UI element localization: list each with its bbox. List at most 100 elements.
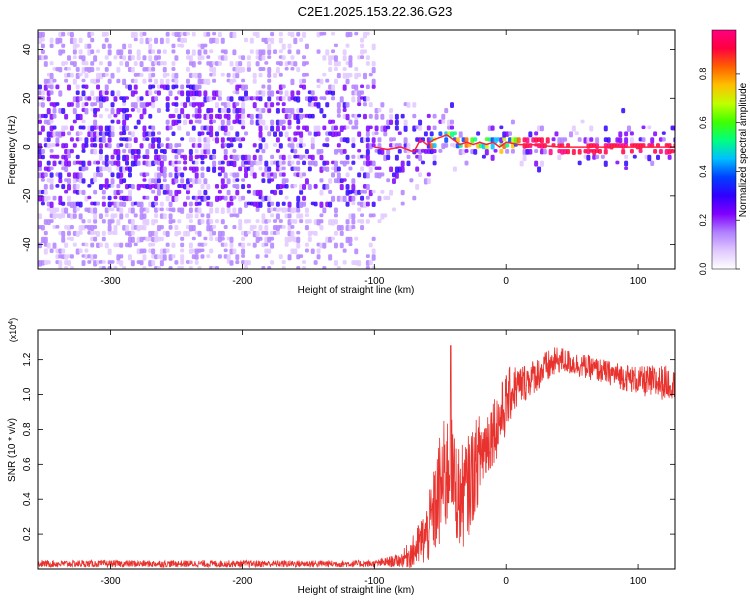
heatmap-cell [342, 107, 347, 112]
heatmap-cell [55, 184, 60, 188]
heatmap-cell [151, 72, 156, 78]
heatmap-cell [331, 90, 336, 96]
heatmap-cell [223, 225, 228, 230]
heatmap-cell [293, 184, 298, 188]
heatmap-cell [258, 160, 263, 165]
heatmap-cell [151, 102, 156, 109]
heatmap-cell [281, 55, 286, 60]
heatmap-cell [188, 266, 193, 269]
heatmap-cell [110, 219, 115, 224]
heatmap-cell [154, 219, 159, 224]
heatmap-cell [93, 254, 98, 259]
heatmap-cell [360, 195, 365, 201]
heatmap-cell [360, 219, 365, 224]
heatmap-cell [328, 201, 333, 208]
heatmap-cell [168, 125, 173, 130]
heatmap-cell [577, 137, 582, 142]
heatmap-cell [122, 55, 127, 61]
heatmap-cell [267, 266, 272, 269]
heatmap-cell [304, 248, 309, 253]
heatmap-cell [110, 178, 115, 185]
heatmap-cell [293, 137, 298, 142]
heatmap-cell [43, 236, 48, 244]
heatmap-cell [258, 225, 263, 231]
heatmap-cell [281, 266, 286, 269]
heatmap-cell [302, 78, 307, 84]
heatmap-cell [368, 102, 373, 108]
heatmap-cell [600, 154, 605, 159]
heatmap-cell [46, 107, 51, 115]
heatmap-cell [209, 201, 214, 207]
heatmap-cell [400, 201, 405, 206]
heatmap-cell [333, 55, 338, 62]
heatmap-cell [484, 148, 489, 156]
heatmap-cell [258, 143, 263, 150]
heatmap-cell [278, 72, 283, 77]
heatmap-cell [220, 37, 225, 44]
heatmap-cell [656, 143, 661, 148]
heatmap-cell [360, 166, 365, 172]
y-tick-label: 20 [22, 92, 33, 104]
heatmap-cell [101, 230, 106, 236]
heatmap-cell [104, 55, 109, 60]
heatmap-cell [438, 148, 443, 153]
heatmap-cell [238, 61, 243, 67]
heatmap-cell [116, 154, 121, 161]
heatmap-cell [84, 248, 89, 253]
heatmap-cell [450, 125, 455, 130]
heatmap-cell [214, 266, 219, 269]
heatmap-cell [365, 219, 370, 224]
heatmap-cell [284, 184, 289, 189]
heatmap-cell [510, 148, 515, 154]
heatmap-cell [270, 37, 275, 45]
heatmap-cell [107, 225, 112, 232]
heatmap-cell [331, 172, 336, 178]
heatmap-cell [168, 189, 173, 197]
heatmap-cell [72, 55, 77, 60]
heatmap-cell [78, 137, 83, 141]
heatmap-cell [90, 242, 95, 248]
heatmap-cell [212, 154, 217, 160]
heatmap-cell [374, 166, 379, 171]
heatmap-cell [145, 172, 150, 177]
heatmap-cell [43, 55, 48, 60]
heatmap-cell [493, 148, 498, 153]
heatmap-cell [226, 178, 231, 185]
heatmap-cell [383, 131, 388, 137]
heatmap-cell [209, 72, 214, 77]
heatmap-cell [519, 160, 524, 167]
heatmap-cell [177, 143, 182, 148]
heatmap-cell [133, 90, 138, 95]
heatmap-cell [133, 37, 138, 42]
heatmap-cell [217, 254, 222, 259]
heatmap-cell [661, 131, 666, 135]
heatmap-cell [342, 148, 347, 154]
heatmap-cell [641, 143, 646, 148]
heatmap-cell [151, 84, 156, 89]
heatmap-cell [360, 225, 365, 231]
heatmap-cell [261, 137, 266, 143]
heatmap-cell [188, 201, 193, 207]
heatmap-cell [55, 154, 60, 159]
heatmap-cell [371, 213, 376, 218]
heatmap-cell [328, 254, 333, 261]
heatmap-cell [69, 125, 74, 131]
heatmap-cell [191, 96, 196, 101]
heatmap-cell [206, 143, 211, 150]
heatmap-cell [258, 72, 263, 78]
heatmap-cell [217, 96, 222, 101]
heatmap-cell [64, 125, 69, 131]
heatmap-cell [75, 207, 80, 212]
heatmap-cell [98, 143, 103, 149]
heatmap-cell [49, 148, 54, 153]
heatmap-cell [450, 119, 455, 125]
heatmap-cell [365, 184, 370, 191]
heatmap-cell [534, 148, 539, 154]
heatmap-cell [232, 207, 237, 214]
heatmap-cell [107, 61, 112, 67]
heatmap-cell [90, 37, 95, 43]
heatmap-cell [206, 166, 211, 173]
heatmap-cell [101, 43, 106, 50]
heatmap-cell [304, 242, 309, 247]
heatmap-cell [104, 178, 109, 185]
